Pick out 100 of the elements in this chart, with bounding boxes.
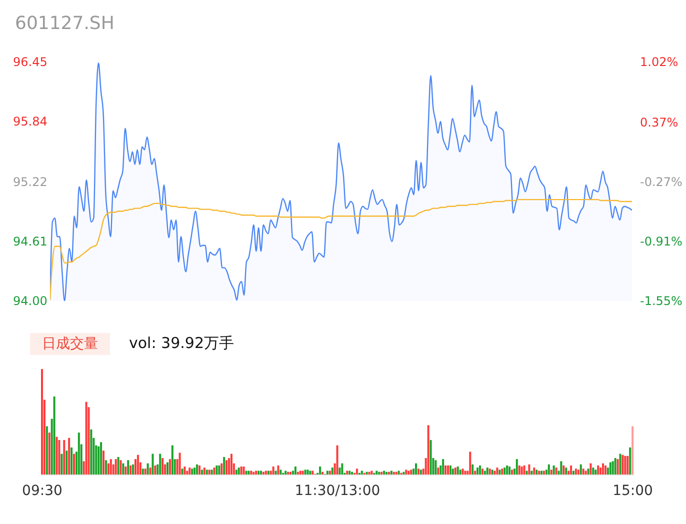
bar (454, 468, 456, 475)
bar (356, 468, 358, 475)
bar (58, 440, 60, 475)
bar (72, 454, 75, 475)
bar (417, 468, 420, 475)
bar (624, 456, 626, 475)
bar (491, 470, 494, 475)
bar (78, 432, 80, 475)
bar (341, 463, 344, 475)
y-tick-label: 95.22 (13, 174, 48, 189)
bar (580, 464, 582, 475)
bar (338, 468, 341, 475)
bar (498, 470, 501, 475)
bar (110, 459, 112, 475)
bar (184, 466, 186, 475)
bar (280, 470, 282, 475)
bar (100, 442, 102, 475)
bar (102, 450, 105, 475)
bar (162, 458, 164, 475)
bar (604, 465, 606, 475)
bar (594, 470, 597, 475)
bar (577, 470, 580, 475)
bar (629, 447, 632, 475)
bar (486, 468, 488, 475)
bar (520, 466, 523, 475)
bar (528, 464, 530, 475)
y-tick-label: 94.61 (13, 234, 48, 248)
bar (277, 465, 280, 475)
bar (132, 464, 134, 475)
bar (444, 465, 447, 475)
bar (516, 459, 518, 475)
bar (146, 463, 149, 475)
x-tick-label: 15:00 (612, 483, 653, 499)
bar (469, 452, 472, 475)
y2-tick-label: 0.37% (640, 115, 678, 130)
bar (590, 463, 592, 475)
bar (504, 468, 506, 475)
bar (41, 369, 43, 475)
bar (152, 454, 154, 475)
bar (481, 468, 484, 475)
bar (226, 460, 228, 475)
bar (114, 459, 117, 475)
bar (614, 458, 616, 475)
bar (632, 426, 634, 475)
bar (552, 465, 555, 475)
bar (117, 456, 120, 475)
bar (574, 468, 577, 475)
bar (472, 464, 474, 475)
bar (405, 470, 408, 475)
y2-tick-label: 1.02% (640, 55, 678, 69)
bar (560, 461, 562, 475)
bar (98, 446, 100, 475)
bar (107, 463, 110, 475)
bar (68, 438, 70, 475)
bar (597, 465, 600, 475)
bar (592, 468, 594, 475)
bar (124, 466, 127, 475)
y2-tick-label: -1.55% (640, 294, 682, 308)
bar (171, 445, 174, 475)
bar (181, 468, 184, 475)
bar (70, 447, 73, 475)
bar (437, 468, 440, 475)
bar (85, 402, 88, 475)
bar (228, 458, 230, 475)
bar (533, 468, 536, 475)
bar (508, 466, 511, 475)
bar (149, 468, 152, 475)
y-tick-label: 96.45 (13, 55, 48, 69)
bar (213, 468, 216, 475)
bar (565, 468, 568, 475)
bar (104, 460, 107, 475)
bar (168, 459, 171, 475)
bar (548, 464, 550, 475)
bar (602, 463, 604, 475)
bar (622, 454, 624, 475)
bar (272, 466, 274, 475)
bar (452, 468, 454, 475)
bar (449, 465, 452, 475)
bar (120, 460, 122, 475)
bar (550, 470, 552, 475)
bar (415, 463, 418, 475)
bar (570, 465, 572, 475)
bar (462, 468, 464, 475)
bar (496, 468, 498, 475)
bar (536, 470, 538, 475)
bar (242, 466, 245, 475)
y-tick-label: 95.84 (13, 114, 48, 129)
text: 日成交量 (30, 333, 110, 355)
bar (619, 454, 622, 475)
bar (523, 465, 526, 475)
bar (587, 468, 590, 475)
chart-title: 601127.SH (15, 13, 114, 34)
bar (319, 466, 322, 475)
y2-tick-label: -0.27% (640, 174, 682, 189)
bar (600, 468, 602, 475)
bar (66, 450, 68, 475)
bar (48, 432, 50, 475)
bar (410, 470, 412, 475)
bar (446, 465, 449, 475)
bar (420, 470, 422, 475)
